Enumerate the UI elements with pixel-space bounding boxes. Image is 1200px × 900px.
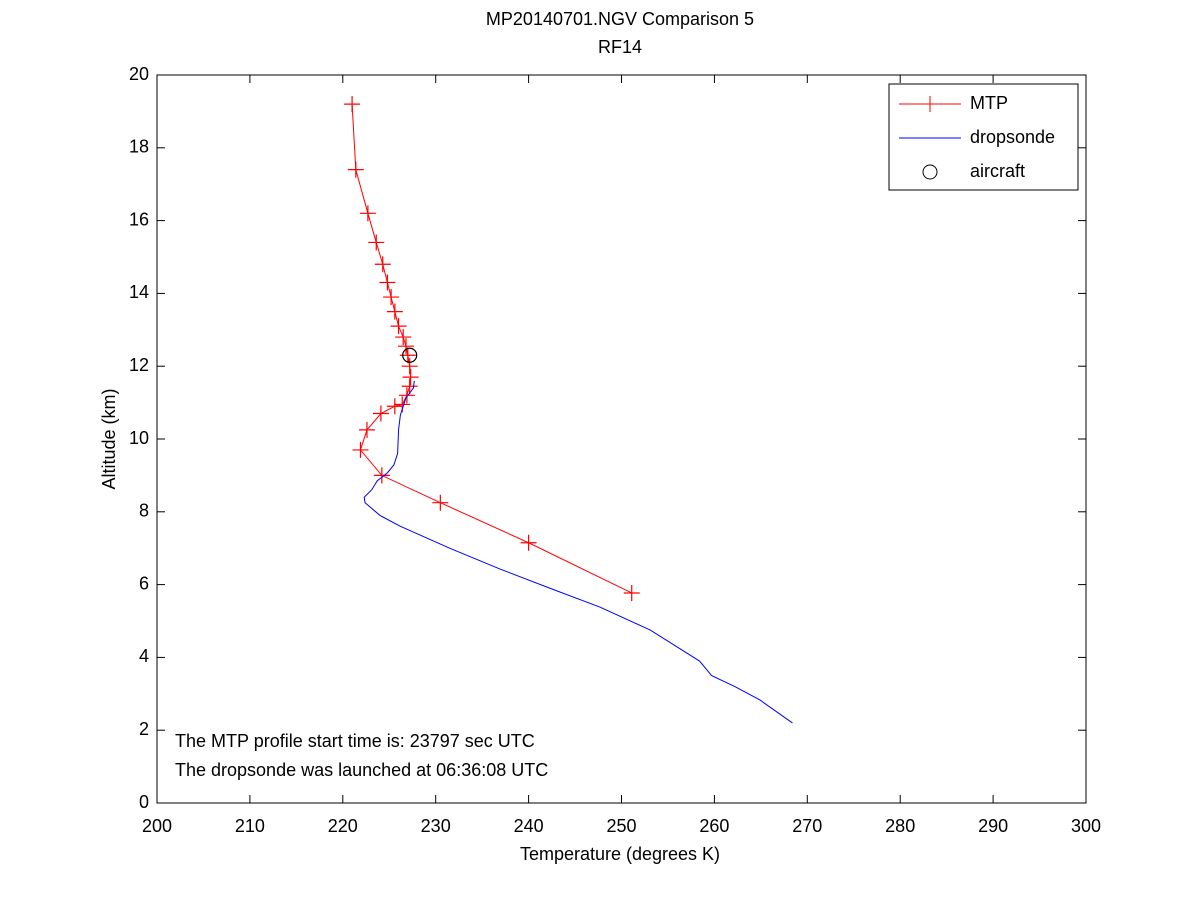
legend-box <box>888 83 1079 191</box>
marker-plus <box>344 96 361 113</box>
marker-plus <box>398 387 415 404</box>
marker-plus <box>386 303 403 320</box>
y-tick-label: 10 <box>129 428 149 448</box>
y-tick-label: 16 <box>129 209 149 229</box>
x-tick-label: 200 <box>142 816 172 836</box>
marker-plus <box>397 338 414 355</box>
marker-plus <box>401 378 418 395</box>
x-tick-label: 260 <box>699 816 729 836</box>
marker-plus <box>402 369 419 386</box>
y-tick-label: 6 <box>139 573 149 593</box>
marker-plus <box>358 421 375 438</box>
x-tick-label: 210 <box>235 816 265 836</box>
marker-plus <box>401 358 418 375</box>
marker-plus <box>352 441 369 458</box>
y-tick-label: 4 <box>139 646 149 666</box>
marker-plus <box>347 161 364 178</box>
plot-area <box>156 74 1087 804</box>
marker-plus <box>386 398 403 415</box>
x-tick-label: 300 <box>1071 816 1101 836</box>
y-tick-label: 20 <box>129 64 149 84</box>
y-tick-label: 0 <box>139 792 149 812</box>
marker-plus <box>379 274 396 291</box>
x-tick-label: 280 <box>885 816 915 836</box>
y-tick-label: 12 <box>129 355 149 375</box>
annotation: The MTP profile start time is: 23797 sec… <box>175 731 535 751</box>
legend-label: MTP <box>970 93 1008 113</box>
legend-marker <box>922 164 938 180</box>
marker-plus <box>374 256 391 273</box>
marker-plus <box>432 494 449 511</box>
marker-plus <box>359 205 376 222</box>
marker-circle <box>402 347 418 363</box>
legend-label: aircraft <box>970 161 1025 181</box>
x-tick-label: 270 <box>792 816 822 836</box>
chart-title: MP20140701.NGV Comparison 5 <box>486 9 754 29</box>
x-tick-label: 240 <box>514 816 544 836</box>
y-tick-label: 14 <box>129 282 149 302</box>
chart-subtitle: RF14 <box>598 37 642 57</box>
series-line <box>363 380 793 724</box>
y-tick-label: 18 <box>129 137 149 157</box>
x-tick-label: 230 <box>421 816 451 836</box>
marker-plus <box>390 318 407 335</box>
marker-plus <box>373 467 390 484</box>
legend-marker <box>922 96 938 112</box>
y-tick-label: 2 <box>139 719 149 739</box>
y-tick-label: 8 <box>139 501 149 521</box>
x-axis-label: Temperature (degrees K) <box>520 844 720 864</box>
marker-plus <box>520 534 537 551</box>
marker-plus <box>395 329 412 346</box>
marker-plus <box>623 584 640 601</box>
legend-label: dropsonde <box>970 127 1055 147</box>
legend: MTP dropsonde aircraft <box>888 83 1079 191</box>
marker-plus <box>383 289 400 306</box>
x-tick-label: 250 <box>606 816 636 836</box>
marker-plus <box>368 234 385 251</box>
y-axis-label: Altitude (km) <box>99 388 119 489</box>
marker-plus <box>372 405 389 422</box>
annotation: The dropsonde was launched at 06:36:08 U… <box>175 760 548 780</box>
x-tick-label: 290 <box>978 816 1008 836</box>
x-tick-label: 220 <box>328 816 358 836</box>
